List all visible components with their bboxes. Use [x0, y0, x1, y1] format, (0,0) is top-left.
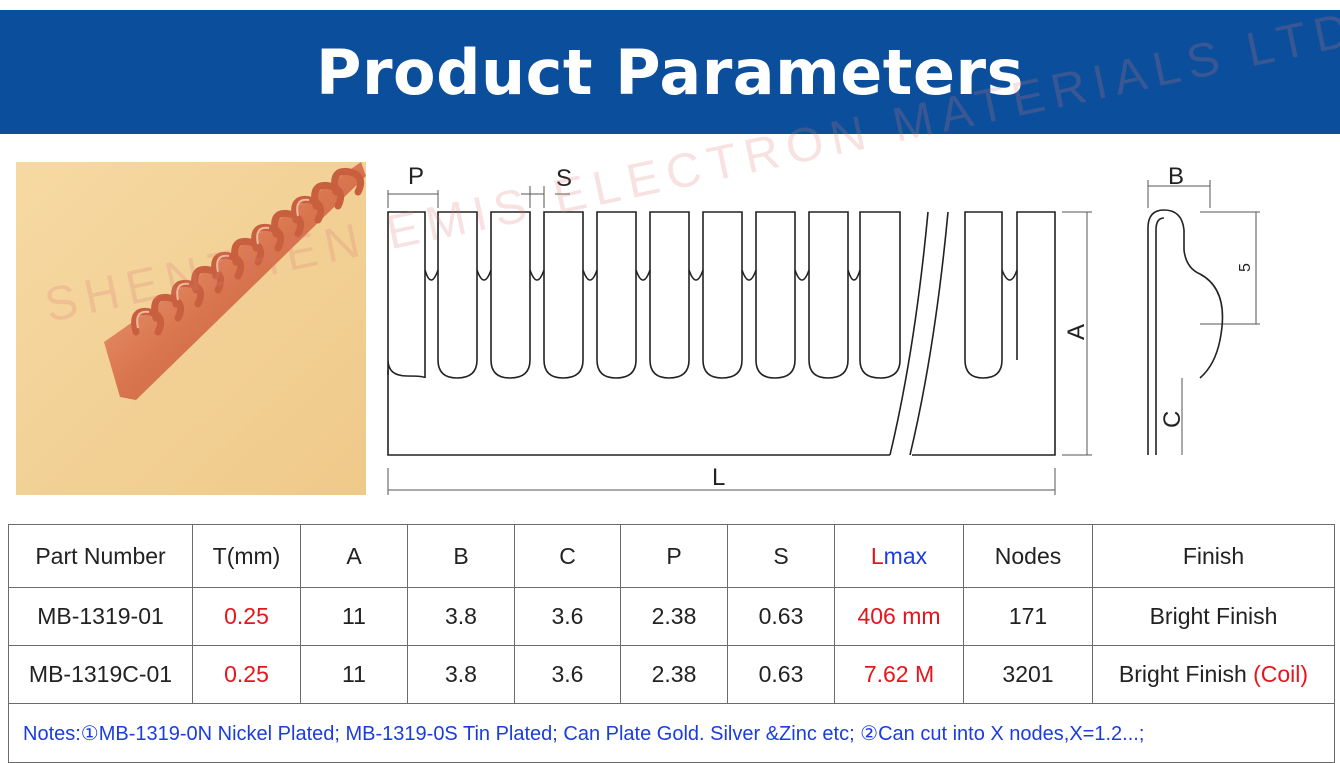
label-c: C	[1159, 411, 1186, 428]
cell-lmax: 7.62 M	[834, 645, 964, 704]
header-a: A	[300, 524, 408, 588]
header-lmax-max: max	[883, 542, 928, 569]
table-header-row: Part Number T(mm) A B C P S Lmax Nodes F…	[8, 524, 1335, 588]
cell-c: 3.6	[514, 587, 621, 646]
header-part-number: Part Number	[8, 524, 193, 588]
cell-p: 2.38	[620, 587, 728, 646]
cell-part: MB-1319-01	[8, 587, 193, 646]
header-b: B	[407, 524, 515, 588]
header-t: T(mm)	[192, 524, 301, 588]
cell-b: 3.8	[407, 587, 515, 646]
label-a: A	[1063, 324, 1090, 340]
cell-lmax: 406 mm	[834, 587, 964, 646]
cell-part: MB-1319C-01	[8, 645, 193, 704]
header-lmax-l: L	[870, 542, 884, 569]
title-banner: Product Parameters	[0, 10, 1340, 134]
parameters-table: Part Number T(mm) A B C P S Lmax Nodes F…	[8, 524, 1335, 763]
cell-t: 0.25	[192, 645, 301, 704]
cell-finish: Bright Finish	[1092, 587, 1335, 646]
cell-t: 0.25	[192, 587, 301, 646]
header-c: C	[514, 524, 621, 588]
table-row: MB-1319C-01 0.25 11 3.8 3.6 2.38 0.63 7.…	[8, 645, 1335, 704]
cell-p: 2.38	[620, 645, 728, 704]
label-b: B	[1168, 163, 1184, 190]
cell-finish-coil: (Coil)	[1253, 661, 1309, 687]
label-p: P	[408, 163, 424, 190]
label-l: L	[712, 464, 725, 491]
label-s: S	[556, 165, 572, 192]
cell-a: 11	[300, 587, 408, 646]
header-s: S	[727, 524, 835, 588]
cell-s: 0.63	[727, 645, 835, 704]
product-photo	[16, 162, 366, 495]
cell-c: 3.6	[514, 645, 621, 704]
cell-nodes: 3201	[963, 645, 1093, 704]
cell-nodes: 171	[963, 587, 1093, 646]
cell-finish: Bright Finish (Coil)	[1092, 645, 1335, 704]
label-five: 5	[1237, 263, 1254, 272]
cell-a: 11	[300, 645, 408, 704]
page-title: Product Parameters	[316, 35, 1024, 109]
table-row: MB-1319-01 0.25 11 3.8 3.6 2.38 0.63 406…	[8, 587, 1335, 646]
cell-finish-text: Bright Finish	[1118, 661, 1254, 687]
notes-row: Notes:①MB-1319-0N Nickel Plated; MB-1319…	[8, 703, 1335, 763]
header-finish: Finish	[1092, 524, 1335, 588]
cell-finish-text: Bright Finish	[1149, 603, 1278, 629]
header-p: P	[620, 524, 728, 588]
notes-text: Notes:①MB-1319-0N Nickel Plated; MB-1319…	[8, 703, 1335, 763]
cell-s: 0.63	[727, 587, 835, 646]
header-nodes: Nodes	[963, 524, 1093, 588]
cell-b: 3.8	[407, 645, 515, 704]
technical-drawing: P S L A B C 5	[387, 163, 1260, 495]
header-lmax: Lmax	[834, 524, 964, 588]
